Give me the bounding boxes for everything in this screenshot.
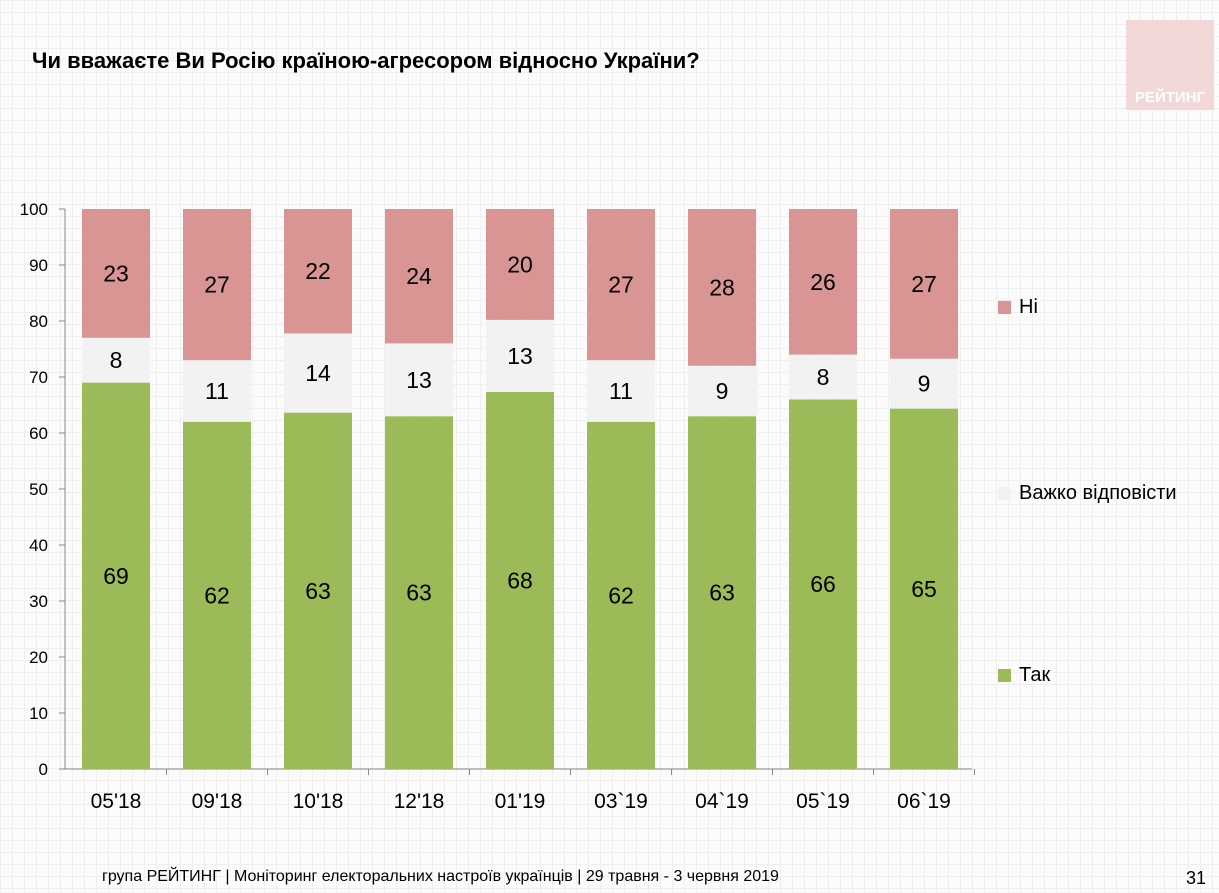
- data-label: 63: [406, 580, 432, 606]
- y-tick-label: 60: [29, 424, 48, 443]
- x-tick-label: 06`19: [897, 790, 951, 813]
- data-label: 22: [305, 258, 331, 284]
- bar-segment: [183, 421, 251, 769]
- data-label: 9: [716, 378, 729, 404]
- data-label: 68: [507, 567, 533, 593]
- data-label: 27: [608, 272, 634, 298]
- y-tick-label: 100: [20, 200, 48, 219]
- bar-segment: [284, 209, 352, 334]
- bar-segment: [82, 337, 150, 383]
- bar-segment: [486, 209, 554, 320]
- bar-segment: [183, 360, 251, 422]
- chart-title: Чи вважаєте Ви Росію країною-агресором в…: [32, 48, 700, 73]
- data-label: 69: [103, 563, 129, 589]
- legend-swatch: [998, 301, 1011, 314]
- data-label: 63: [305, 578, 331, 604]
- bar-segment: [284, 412, 352, 769]
- bar-segment: [587, 421, 655, 769]
- data-label: 8: [110, 347, 123, 373]
- data-label: 13: [406, 367, 432, 393]
- bar-segment: [688, 209, 756, 366]
- data-label: 20: [507, 251, 533, 277]
- y-tick-label: 90: [29, 256, 48, 275]
- x-tick-label: 03`19: [594, 790, 648, 813]
- x-tick-label: 09'18: [192, 790, 243, 813]
- data-label: 8: [817, 364, 830, 390]
- data-label: 11: [609, 378, 633, 404]
- rating-logo: РЕЙТИНГ: [1126, 20, 1214, 110]
- page-number: 31: [1186, 868, 1207, 888]
- bar-segment: [587, 209, 655, 361]
- bar-segment: [890, 358, 958, 409]
- bar-segment: [486, 391, 554, 769]
- data-label: 26: [810, 269, 836, 295]
- y-tick-label: 80: [29, 312, 48, 331]
- y-tick-label: 50: [29, 480, 48, 499]
- x-tick-label: 04`19: [695, 790, 749, 813]
- data-label: 27: [911, 271, 937, 297]
- data-label: 11: [205, 378, 229, 404]
- legend-item-tak: Так: [998, 664, 1050, 687]
- legend-item-hard-to-say: Важко відповісти: [998, 482, 1177, 505]
- data-label: 66: [810, 571, 836, 597]
- bar-segment: [688, 365, 756, 417]
- data-label: 28: [709, 274, 735, 300]
- bar-segment: [385, 209, 453, 344]
- x-tick-label: 01'19: [495, 790, 546, 813]
- legend-swatch: [998, 487, 1011, 500]
- data-label: 63: [709, 580, 735, 606]
- data-label: 14: [305, 360, 331, 386]
- bar-segment: [385, 416, 453, 769]
- bar-segment: [486, 319, 554, 392]
- bar-segment: [183, 209, 251, 361]
- footer: група РЕЙТИНГ | Моніторинг електоральних…: [102, 868, 779, 885]
- bar-segment: [890, 408, 958, 769]
- legend-item-ni: Ні: [998, 296, 1038, 319]
- legend-swatch: [998, 669, 1011, 682]
- data-label: 27: [204, 272, 230, 298]
- data-label: 62: [608, 582, 634, 608]
- data-label: 9: [918, 371, 931, 397]
- bar-segment: [587, 360, 655, 422]
- bar-segment: [789, 209, 857, 355]
- x-tick-label: 12'18: [394, 790, 445, 813]
- y-tick-label: 70: [29, 368, 48, 387]
- y-tick-label: 10: [29, 704, 48, 723]
- data-label: 23: [103, 260, 129, 286]
- x-tick-label: 10'18: [293, 790, 344, 813]
- data-label: 62: [204, 582, 230, 608]
- data-label: 13: [507, 343, 533, 369]
- y-tick-label: 0: [39, 760, 48, 779]
- bar-segment: [789, 399, 857, 769]
- bar-segment: [890, 209, 958, 359]
- bar-segment: [789, 354, 857, 400]
- data-label: 65: [911, 576, 937, 602]
- x-tick-label: 05`19: [796, 790, 850, 813]
- data-label: 24: [406, 263, 432, 289]
- x-tick-label: 05'18: [91, 790, 142, 813]
- bar-segment: [385, 343, 453, 417]
- y-tick-label: 40: [29, 536, 48, 555]
- bar-segment: [82, 209, 150, 338]
- bar-segment: [82, 382, 150, 769]
- logo-text: РЕЙТИНГ: [1134, 89, 1206, 106]
- y-tick-label: 20: [29, 648, 48, 667]
- bar-segment: [688, 416, 756, 769]
- y-tick-label: 30: [29, 592, 48, 611]
- bar-segment: [284, 333, 352, 413]
